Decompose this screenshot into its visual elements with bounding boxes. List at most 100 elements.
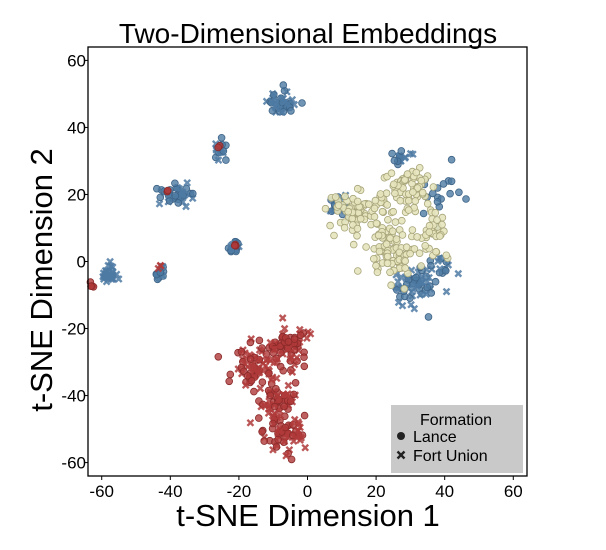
data-point bbox=[280, 324, 289, 333]
data-point bbox=[280, 402, 288, 411]
x-tick-label: -40 bbox=[158, 482, 183, 501]
data-point bbox=[409, 188, 417, 196]
data-point bbox=[390, 156, 399, 165]
data-point bbox=[446, 189, 454, 198]
data-point bbox=[386, 268, 394, 277]
data-point bbox=[99, 275, 108, 283]
data-point bbox=[230, 241, 239, 250]
legend-lance-marker bbox=[397, 432, 405, 440]
y-tick-label: 40 bbox=[67, 118, 86, 137]
data-point bbox=[411, 197, 420, 205]
data-point bbox=[353, 184, 362, 193]
data-point bbox=[409, 150, 417, 159]
y-tick-label: -20 bbox=[61, 320, 86, 339]
data-point bbox=[356, 214, 365, 223]
data-point bbox=[410, 245, 419, 253]
data-point bbox=[267, 96, 276, 105]
data-point bbox=[370, 212, 379, 221]
data-point bbox=[370, 204, 379, 213]
data-point bbox=[418, 188, 427, 197]
data-point bbox=[284, 99, 292, 108]
data-point bbox=[243, 371, 252, 380]
data-point bbox=[372, 219, 381, 228]
data-point bbox=[270, 358, 278, 367]
data-point bbox=[340, 223, 349, 232]
data-point bbox=[397, 216, 406, 225]
data-point bbox=[300, 362, 309, 371]
legend-label-fort-union: Fort Union bbox=[413, 448, 488, 465]
data-point bbox=[373, 268, 382, 277]
data-point bbox=[383, 201, 392, 209]
data-point bbox=[330, 231, 338, 240]
data-point bbox=[291, 378, 300, 387]
data-point bbox=[306, 329, 315, 338]
data-point bbox=[372, 261, 380, 270]
data-point bbox=[222, 156, 230, 164]
data-point bbox=[276, 411, 285, 420]
data-point bbox=[439, 180, 448, 188]
data-point bbox=[391, 189, 399, 198]
data-point bbox=[447, 177, 456, 186]
y-tick-label: 0 bbox=[77, 253, 86, 272]
data-point bbox=[353, 197, 362, 206]
data-point bbox=[415, 249, 424, 258]
data-point bbox=[389, 180, 398, 189]
data-point bbox=[392, 235, 401, 243]
data-point bbox=[397, 273, 405, 281]
data-point bbox=[412, 273, 420, 282]
data-point bbox=[272, 384, 280, 393]
data-point bbox=[279, 81, 288, 89]
data-point bbox=[237, 347, 246, 356]
data-point bbox=[258, 427, 266, 436]
data-point bbox=[404, 206, 413, 214]
data-point bbox=[417, 176, 426, 185]
data-point bbox=[401, 264, 409, 272]
data-point bbox=[406, 249, 414, 258]
data-point bbox=[214, 143, 223, 152]
data-point bbox=[400, 284, 409, 293]
data-point bbox=[246, 418, 255, 427]
data-point bbox=[153, 184, 161, 193]
data-point bbox=[266, 338, 275, 347]
data-point bbox=[387, 169, 396, 178]
data-point bbox=[423, 278, 432, 286]
data-point bbox=[273, 391, 282, 400]
legend-label-lance: Lance bbox=[413, 429, 457, 446]
data-point bbox=[179, 190, 187, 198]
data-point bbox=[326, 221, 334, 230]
data-point bbox=[422, 290, 431, 299]
data-point bbox=[387, 281, 395, 290]
data-point bbox=[455, 188, 463, 197]
data-point bbox=[434, 257, 442, 265]
data-point bbox=[425, 273, 433, 282]
data-point bbox=[156, 193, 165, 202]
data-point bbox=[155, 199, 164, 208]
data-point bbox=[241, 381, 250, 390]
data-point bbox=[369, 254, 378, 263]
data-point bbox=[269, 419, 277, 428]
data-point bbox=[401, 154, 409, 162]
data-point bbox=[284, 344, 293, 353]
data-point bbox=[438, 220, 446, 229]
data-point bbox=[287, 353, 296, 361]
data-point bbox=[260, 437, 269, 445]
data-point bbox=[293, 353, 301, 362]
y-tick-label: 60 bbox=[67, 51, 86, 70]
data-point bbox=[388, 227, 397, 236]
data-point bbox=[344, 207, 353, 216]
data-point bbox=[341, 192, 349, 201]
data-point bbox=[295, 325, 304, 334]
data-point bbox=[417, 262, 425, 270]
data-point bbox=[416, 291, 425, 299]
data-point bbox=[287, 107, 295, 115]
y-axis-title: t-SNE Dimension 2 bbox=[24, 148, 59, 412]
data-point bbox=[404, 197, 413, 205]
data-point bbox=[413, 184, 422, 192]
x-tick-label: 40 bbox=[435, 482, 454, 501]
data-point bbox=[429, 183, 438, 191]
data-point bbox=[276, 362, 285, 371]
data-point bbox=[171, 192, 180, 200]
data-point bbox=[407, 300, 415, 309]
data-point bbox=[183, 178, 192, 187]
